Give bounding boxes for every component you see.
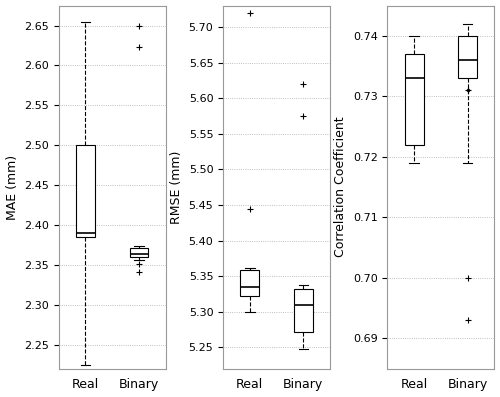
PathPatch shape — [458, 36, 477, 78]
Y-axis label: MAE (mm): MAE (mm) — [6, 154, 18, 220]
PathPatch shape — [76, 145, 95, 237]
PathPatch shape — [405, 54, 423, 145]
Y-axis label: Correlation Coefficient: Correlation Coefficient — [334, 117, 347, 257]
PathPatch shape — [130, 248, 148, 257]
PathPatch shape — [294, 289, 312, 331]
Y-axis label: RMSE (mm): RMSE (mm) — [170, 150, 183, 224]
PathPatch shape — [240, 270, 259, 296]
